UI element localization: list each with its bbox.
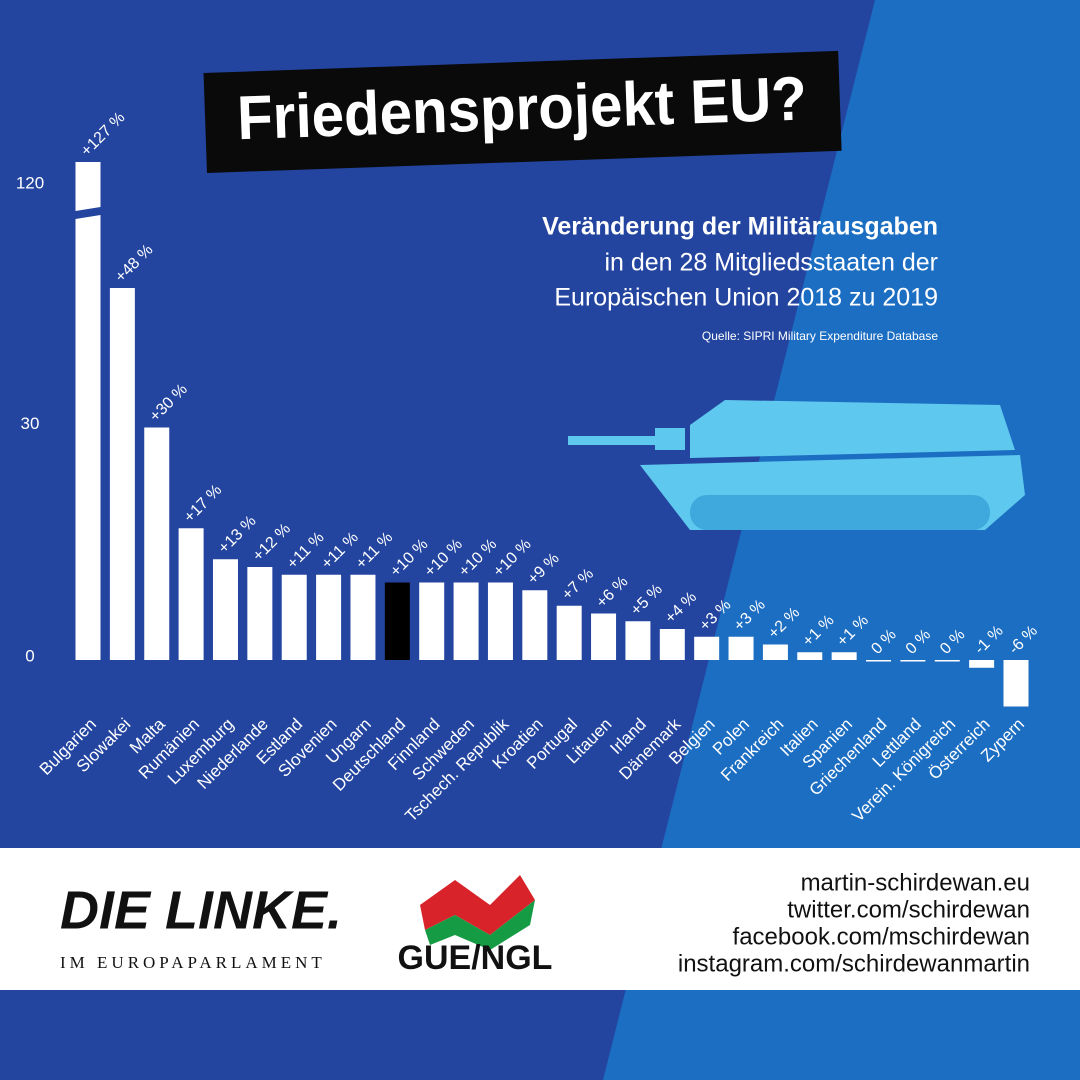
link: instagram.com/schirdewanmartin: [678, 950, 1030, 977]
logo-flag-green: [425, 900, 535, 950]
bar: [556, 605, 582, 660]
bar: [831, 652, 857, 660]
footer-band: [0, 848, 1080, 990]
y-tick-label: 0: [25, 646, 34, 665]
background-right: [603, 0, 1080, 1080]
source: Quelle: SIPRI Military Expenditure Datab…: [702, 329, 938, 343]
bar: [212, 559, 238, 660]
title-bg: [203, 50, 842, 173]
bar: [384, 582, 410, 660]
bar: [453, 582, 479, 660]
tank-gun: [568, 436, 678, 445]
logo-left: DIE LINKE.: [60, 880, 342, 940]
y-tick-label: 30: [21, 414, 40, 433]
bar: [866, 660, 892, 662]
tank: [568, 400, 1025, 530]
subtitle: Veränderung der Militärausgaben: [542, 213, 938, 241]
bar: [728, 636, 754, 660]
bar: [591, 613, 617, 660]
tank-turret: [690, 400, 1015, 458]
bar: [350, 574, 376, 660]
bar: [900, 660, 926, 662]
bar: [109, 288, 135, 660]
bar: [659, 629, 685, 660]
bar: [522, 590, 548, 660]
bar: [487, 582, 513, 660]
bar: [1003, 660, 1029, 707]
bar: [694, 636, 720, 660]
link: twitter.com/schirdewan: [787, 896, 1030, 923]
bar: [934, 660, 960, 662]
tank-gun-mantlet: [655, 428, 685, 450]
logo-flag-red: [420, 875, 535, 935]
bar: [144, 427, 170, 660]
bar: [281, 574, 307, 660]
bar: [75, 162, 101, 660]
bar: [178, 528, 204, 660]
title-box: Friedensprojekt EU?: [203, 50, 842, 173]
bar: [762, 644, 788, 660]
subtitle: in den 28 Mitgliedsstaaten der: [604, 249, 938, 277]
subtitle: Europäischen Union 2018 zu 2019: [554, 284, 938, 312]
bar: [247, 567, 273, 660]
y-tick-label: 120: [16, 174, 44, 193]
axis-break: [63, 205, 113, 221]
bar: [797, 652, 823, 660]
bar: [316, 574, 342, 660]
link: facebook.com/mschirdewan: [733, 923, 1030, 950]
logo-right: GUE/NGL: [398, 939, 553, 977]
bar: [625, 621, 651, 660]
bar: [419, 582, 445, 660]
link: martin-schirdewan.eu: [801, 869, 1030, 896]
logo-left-sub: IM EUROPAPARLAMENT: [60, 953, 326, 972]
tank-track: [690, 495, 990, 530]
bar: [969, 660, 995, 668]
